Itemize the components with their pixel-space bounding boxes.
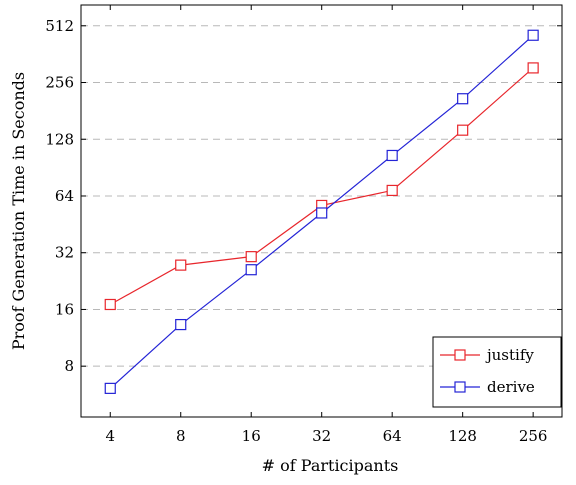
series-layer [104,29,539,394]
data-point-justify-4 [104,298,116,311]
data-point-derive-256 [527,29,539,41]
legend-box [432,336,562,408]
legend-label-justify: justify [485,346,534,364]
y-tick-label-16: 16 [55,300,74,318]
y-tick-label-128: 128 [45,130,74,148]
x-axis-title: # of Participants [262,456,399,475]
legend-label-derive: derive [487,378,535,396]
x-tick-label-64: 64 [383,427,402,445]
data-point-justify-128 [457,124,469,136]
data-point-justify-16 [245,251,257,263]
series-justify [104,62,539,311]
tick-layer: 8 16 32 64 128 256 512 4 8 16 32 64 128 256 [45,5,562,445]
legend-entry-justify: justify [440,346,534,364]
data-point-derive-128 [457,93,469,105]
series-line-justify [109,67,534,306]
data-point-derive-64 [386,149,398,162]
data-point-derive-8 [175,318,187,331]
grid-layer [81,25,562,367]
data-point-justify-64 [386,184,398,197]
x-tick-label-16: 16 [242,427,261,445]
y-tick-label-32: 32 [55,244,74,262]
legend: justify derive [432,336,562,408]
y-tick-label-8: 8 [64,357,74,375]
series-derive [104,29,539,394]
data-point-derive-4 [104,382,116,394]
x-tick-label-8: 8 [176,427,186,445]
data-point-justify-8 [175,259,187,271]
x-tick-label-32: 32 [312,427,331,445]
data-point-derive-32 [316,207,328,219]
y-tick-label-512: 512 [45,17,74,35]
data-point-justify-256 [527,62,539,74]
legend-marker-justify [454,349,466,361]
x-tick-label-4: 4 [105,427,115,445]
legend-marker-derive [454,381,466,393]
data-point-derive-16 [245,264,257,276]
x-tick-label-256: 256 [519,427,548,445]
legend-entry-derive: derive [440,378,535,396]
y-tick-label-256: 256 [45,74,74,92]
y-axis-title: Proof Generation Time in Seconds [9,72,28,350]
x-tick-label-128: 128 [448,427,477,445]
y-tick-label-64: 64 [55,187,74,205]
